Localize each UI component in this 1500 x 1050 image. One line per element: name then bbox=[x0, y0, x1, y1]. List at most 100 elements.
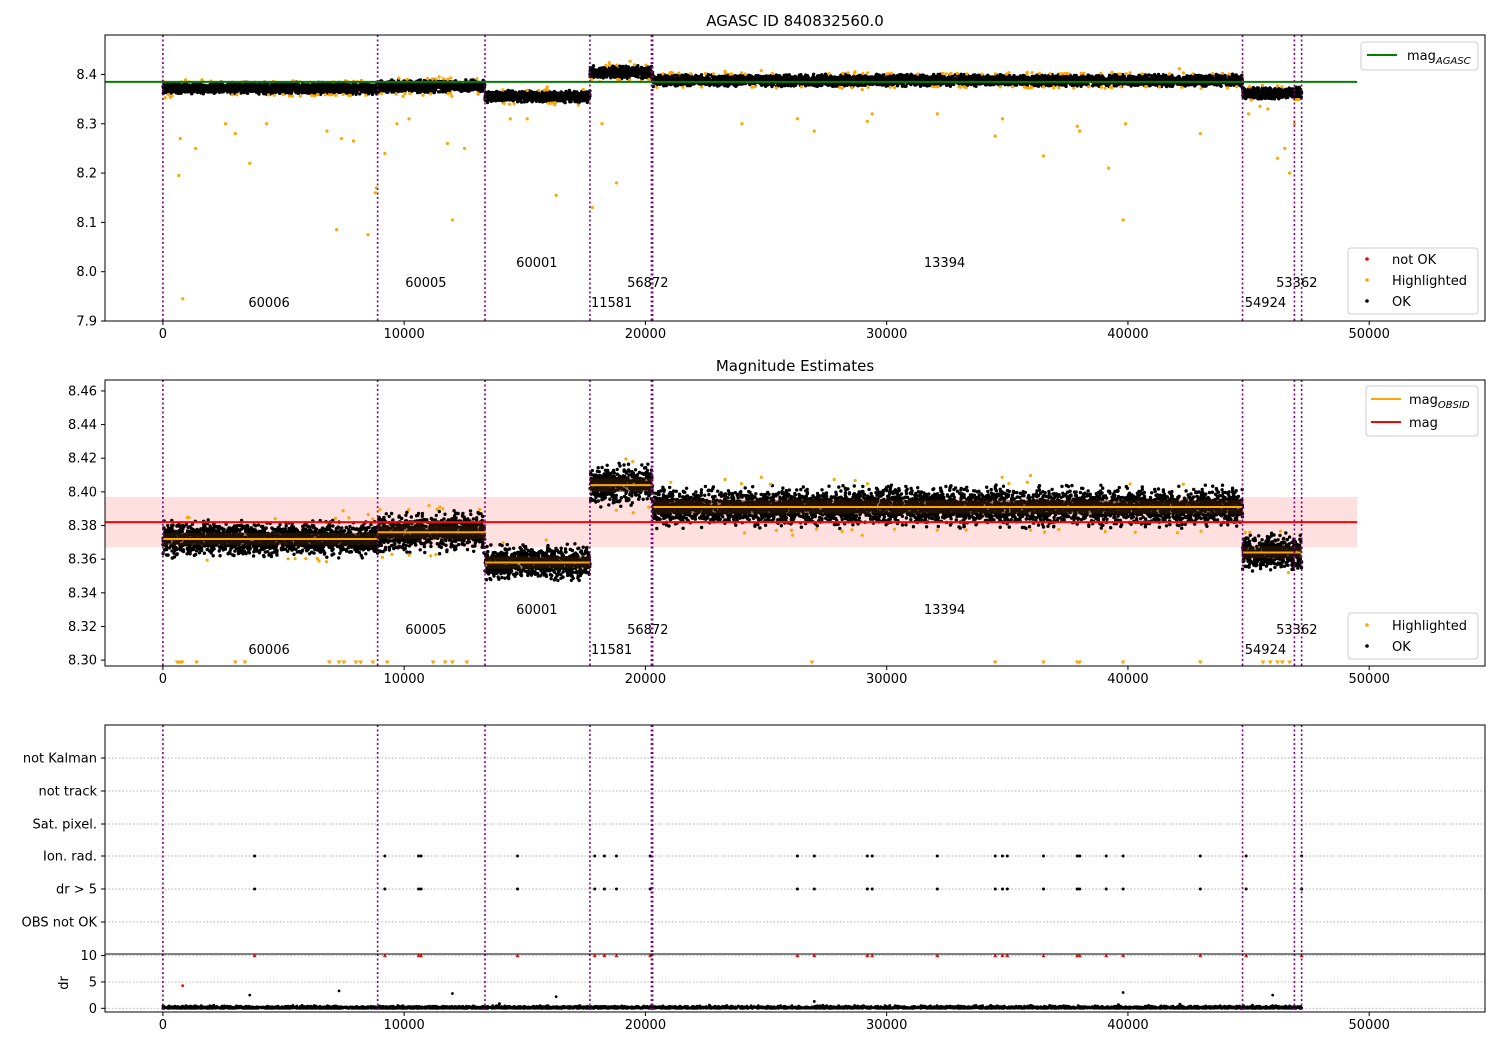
flag-event-dr bbox=[812, 887, 816, 891]
legend-box bbox=[1347, 247, 1479, 315]
flag-event-dr bbox=[935, 887, 939, 891]
highlighted-point bbox=[224, 122, 228, 126]
highlighted-point bbox=[590, 205, 594, 210]
dr-capped-marker bbox=[1077, 954, 1082, 958]
flag-event-dr bbox=[516, 887, 520, 891]
flag-event-dr bbox=[1244, 887, 1248, 891]
flag-event-dr bbox=[419, 887, 423, 891]
flag-event-ion-rad bbox=[870, 854, 874, 858]
dr-point bbox=[554, 995, 558, 999]
flag-event-dr bbox=[1075, 887, 1079, 891]
dr-capped-marker bbox=[1198, 954, 1203, 958]
flag-event-dr bbox=[602, 887, 606, 891]
dr-capped-marker bbox=[252, 954, 257, 958]
panel-3-axes: not Kalman not track Sat. pixel. Ion. rad. d… bbox=[22, 752, 1390, 1034]
x-tick-label: 10000 bbox=[383, 672, 424, 687]
flag-category-label: Ion. rad. bbox=[43, 850, 97, 865]
highlighted-point bbox=[462, 146, 467, 151]
y-tick-label: 8.36 bbox=[68, 553, 97, 568]
obsid-label: 54924 bbox=[1245, 296, 1286, 311]
obsid-label: 11581 bbox=[591, 296, 632, 311]
highlighted-point bbox=[525, 117, 529, 121]
flag-event-ion-rad bbox=[865, 854, 869, 858]
clipped-low-marker bbox=[1267, 660, 1273, 665]
highlighted-point bbox=[740, 122, 744, 126]
clipped-low-marker bbox=[442, 660, 448, 665]
clipped-low-marker bbox=[992, 660, 998, 665]
highlighted-point bbox=[395, 122, 399, 126]
flag-event-dr bbox=[1041, 887, 1045, 891]
highlighted-point bbox=[325, 129, 329, 133]
x-tick-label: 10000 bbox=[383, 327, 424, 342]
legend-box bbox=[1347, 612, 1479, 660]
flag-event-ion-rad bbox=[516, 854, 520, 858]
flag-event-dr bbox=[1005, 887, 1009, 891]
dr-capped-marker bbox=[614, 954, 619, 958]
highlighted-point bbox=[1266, 107, 1270, 111]
legend-box bbox=[1360, 41, 1479, 71]
dr-capped-marker bbox=[602, 954, 607, 958]
panel-agasc: AGASC ID 840832560.0 0 10000 20000 30000 400… bbox=[76, 12, 1486, 342]
flag-event-dr bbox=[383, 887, 387, 891]
highlighted-point bbox=[993, 134, 997, 138]
highlighted-point bbox=[1123, 122, 1128, 126]
x-tick-label: 0 bbox=[159, 327, 167, 342]
obsid-label: 60005 bbox=[405, 276, 446, 291]
clipped-low-marker bbox=[353, 660, 359, 665]
legend-label-mag: mag bbox=[1409, 416, 1438, 431]
dr-point bbox=[337, 989, 341, 993]
flag-event-ion-rad bbox=[1244, 854, 1248, 858]
flag-category-label: not Kalman bbox=[23, 752, 97, 767]
panel-1-obsid-labels: 60006 60005 60001 11581 56872 13394 54924 53362 bbox=[248, 256, 1317, 311]
x-tick-label: 40000 bbox=[1107, 672, 1148, 687]
panel-1-legend-top: magAGASC bbox=[1360, 41, 1479, 71]
y-tick-label: 8.38 bbox=[68, 519, 97, 534]
y-tick-label: 8.46 bbox=[68, 384, 97, 399]
clipped-low-marker bbox=[1287, 660, 1293, 665]
panel-2-plot-area bbox=[105, 380, 1358, 666]
x-tick-label: 40000 bbox=[1107, 327, 1148, 342]
flag-event-ion-rad bbox=[419, 854, 423, 858]
highlighted-point bbox=[193, 146, 198, 151]
highlighted-point bbox=[554, 193, 558, 197]
dr-capped-marker bbox=[1041, 954, 1046, 958]
flag-event-dr bbox=[795, 887, 799, 891]
legend-label-highlighted: Highlighted bbox=[1392, 619, 1467, 634]
highlighted-point bbox=[870, 112, 874, 116]
panel-1-axes-frame bbox=[104, 34, 1486, 322]
flag-category-label: OBS not OK bbox=[22, 916, 98, 931]
highlighted-point bbox=[614, 181, 619, 185]
panel-4-plot-area bbox=[105, 954, 1485, 1012]
highlighted-point bbox=[335, 228, 339, 232]
flag-event-dr bbox=[1198, 887, 1202, 891]
obsid-label: 60006 bbox=[248, 643, 289, 658]
highlighted-point bbox=[812, 129, 816, 133]
flag-event-ion-rad bbox=[1078, 854, 1082, 858]
y-tick-label: 8.30 bbox=[68, 654, 97, 669]
clipped-low-marker bbox=[1120, 660, 1126, 665]
legend-marker-highlighted bbox=[1365, 278, 1369, 282]
y-tick-label: 8.40 bbox=[68, 485, 97, 500]
highlighted-point bbox=[177, 173, 181, 178]
y-tick-label: 8.4 bbox=[76, 68, 97, 83]
x-tick-label: 0 bbox=[159, 1018, 167, 1033]
x-tick-label: 50000 bbox=[1349, 1018, 1390, 1033]
dr-capped-marker bbox=[795, 954, 800, 958]
clipped-low-marker bbox=[1077, 660, 1083, 665]
dr-capped-marker bbox=[1121, 954, 1126, 958]
y-tick-label: 8.2 bbox=[76, 167, 97, 182]
legend-label-mag-obsid: magOBSID bbox=[1409, 393, 1470, 411]
highlighted-point bbox=[865, 119, 869, 123]
flag-event-ion-rad bbox=[383, 854, 387, 858]
x-tick-label: 40000 bbox=[1107, 1018, 1148, 1033]
highlighted-point bbox=[445, 141, 450, 146]
panel-3-axes-frame bbox=[104, 724, 1486, 1013]
flag-event-ion-rad bbox=[935, 854, 939, 858]
highlighted-point bbox=[233, 132, 237, 136]
x-tick-label: 0 bbox=[159, 672, 167, 687]
obsid-label: 60001 bbox=[516, 256, 557, 271]
dr-capped-marker bbox=[1244, 954, 1249, 958]
clipped-low-marker bbox=[449, 660, 455, 665]
panel-2-axes: 0 10000 20000 30000 40000 50000 8.30 8.32 8.34 8.… bbox=[68, 384, 1390, 687]
panel-2-title: Magnitude Estimates bbox=[716, 357, 874, 375]
